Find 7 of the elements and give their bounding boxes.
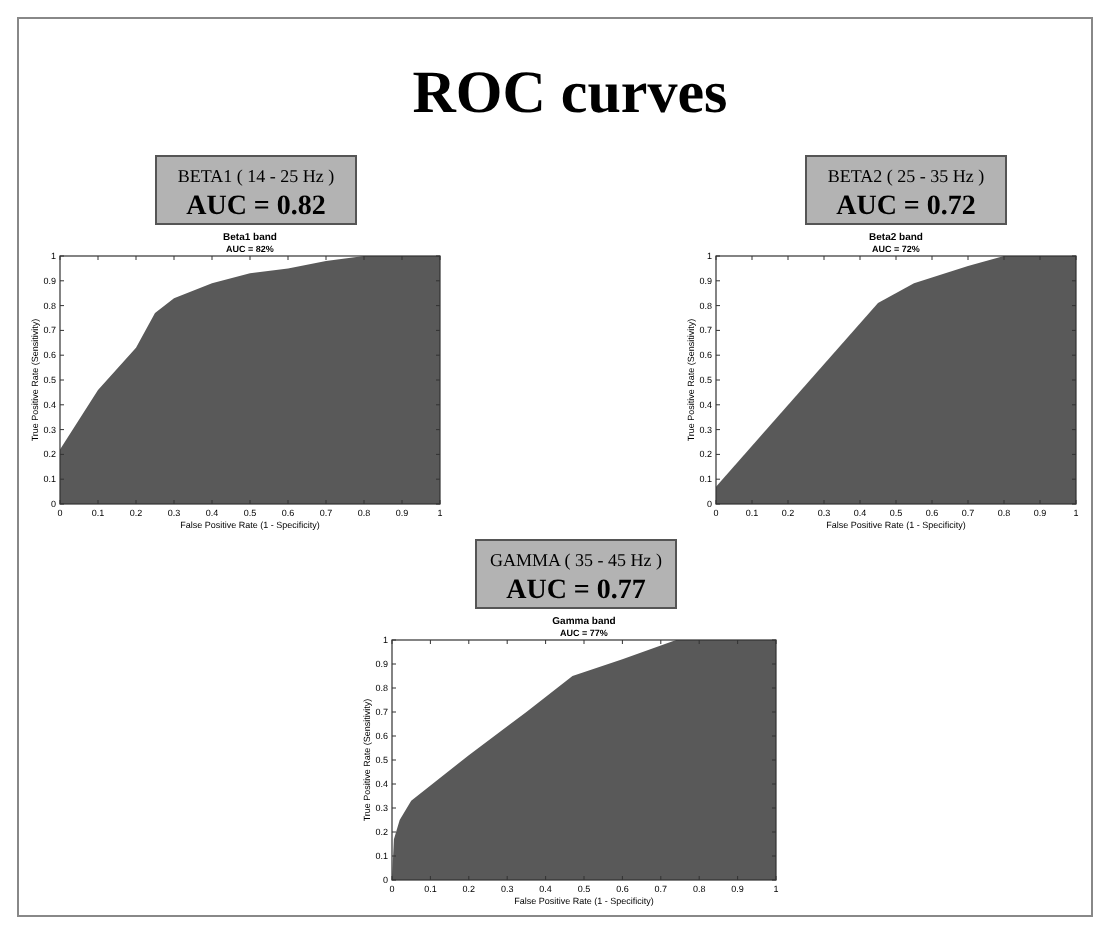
text: AUC = 0.77 <box>506 576 646 606</box>
text: BETA1 ( 14 - 25 Hz ) <box>177 166 335 186</box>
text: GAMMA ( 35 - 45 Hz ) <box>490 550 662 570</box>
text: ROC curves <box>412 60 728 126</box>
text: BETA2 ( 25 - 35 Hz ) <box>827 166 985 186</box>
text: AUC = 0.82 <box>186 192 326 222</box>
text: AUC = 0.72 <box>836 192 976 222</box>
